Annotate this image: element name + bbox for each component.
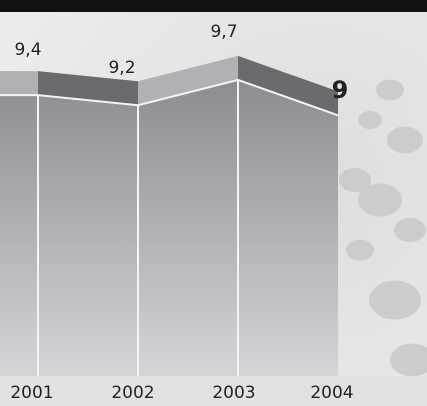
tick-label-2004: 2004 bbox=[310, 383, 353, 403]
helmet-shape-2 bbox=[387, 126, 423, 154]
top-bar bbox=[0, 0, 427, 12]
ridge-segment-2000 bbox=[0, 71, 38, 96]
area-front bbox=[0, 79, 338, 376]
value-label-2004: 9 bbox=[332, 76, 349, 104]
x-axis-ticks: 2001 2002 2003 2004 bbox=[10, 383, 353, 403]
ridge-segment-2003 bbox=[238, 55, 338, 116]
helmet-shape-0 bbox=[369, 280, 421, 320]
area-series bbox=[0, 55, 339, 376]
tick-label-2001: 2001 bbox=[10, 383, 53, 403]
helmet-shape-6 bbox=[376, 79, 404, 101]
value-label-2003: 9,7 bbox=[210, 22, 237, 42]
helmet-shape-1 bbox=[358, 183, 402, 217]
helmet-shape-7 bbox=[358, 111, 382, 129]
helmet-shape-5 bbox=[346, 239, 374, 261]
value-label-2002: 9,2 bbox=[108, 58, 135, 78]
helmet-decorations bbox=[339, 79, 427, 377]
x-axis-band bbox=[0, 376, 427, 406]
helmet-shape-4 bbox=[390, 343, 427, 377]
value-labels: 9,4 9,2 9,7 9 bbox=[14, 22, 348, 104]
helmet-shape-3 bbox=[339, 168, 371, 192]
ridge-segment-2002 bbox=[138, 55, 238, 106]
value-label-2001: 9,4 bbox=[14, 40, 41, 60]
helmet-shape-8 bbox=[394, 218, 426, 242]
tick-label-2002: 2002 bbox=[111, 383, 154, 403]
tick-label-2003: 2003 bbox=[212, 383, 255, 403]
